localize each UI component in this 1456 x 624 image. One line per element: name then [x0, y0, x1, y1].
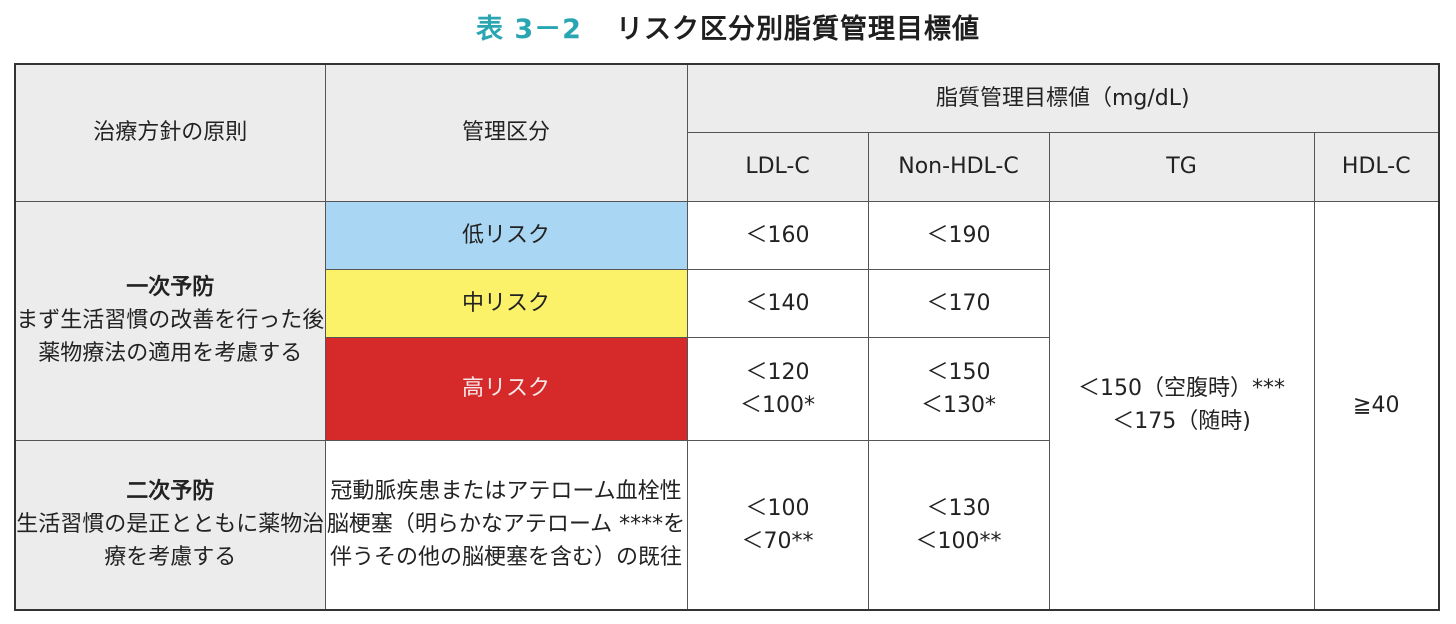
principle-secondary: 二次予防 生活習慣の是正とともに薬物治療を考慮する [14, 439, 326, 611]
nonhdl-high: ＜150 ＜130* [867, 336, 1050, 441]
header-lipid-targets: 脂質管理目標値（mg/dL) [686, 63, 1440, 133]
ldl-mid: ＜140 [686, 268, 869, 338]
table-caption: 表 3－2 リスク区分別脂質管理目標値 [0, 6, 1456, 46]
header-row-1: 治療方針の原則 管理区分 脂質管理目標値（mg/dL) [14, 63, 1440, 202]
principle-secondary-desc: 生活習慣の是正とともに薬物治療を考慮する [16, 512, 325, 571]
lipid-target-table: 治療方針の原則 管理区分 脂質管理目標値（mg/dL) LDL-C Non-HD… [14, 63, 1440, 611]
header-nonhdl: Non-HDL-C [867, 131, 1050, 202]
nonhdl-high-1: ＜150 [926, 359, 991, 385]
principle-primary: 一次予防 まず生活習慣の改善を行った後薬物療法の適用を考慮する [14, 200, 326, 441]
principle-secondary-title: 二次予防 [126, 479, 215, 505]
nonhdl-low: ＜190 [867, 200, 1050, 270]
header-row-2: LDL-C Non-HDL-C TG HDL-C [15, 131, 1440, 202]
row-low-risk: 一次予防 まず生活習慣の改善を行った後薬物療法の適用を考慮する 低リスク ＜16… [14, 200, 1440, 611]
nonhdl-sec-1: ＜130 [926, 495, 991, 521]
header-hdl: HDL-C [1313, 131, 1440, 202]
tg-target: ＜150（空腹時）*** ＜175（随時) [1048, 200, 1315, 611]
ldl-high-1: ＜120 [745, 359, 810, 385]
ldl-low: ＜160 [686, 200, 869, 270]
hdl-target: ≧40 [1313, 200, 1440, 611]
tg-fasting: ＜150（空腹時）*** [1078, 376, 1285, 402]
table-title: リスク区分別脂質管理目標値 [615, 13, 980, 45]
ldl-secondary: ＜100 ＜70** [686, 439, 869, 611]
category-mid-risk: 中リスク [324, 268, 688, 338]
ldl-high-2: ＜100* [740, 392, 815, 418]
nonhdl-mid: ＜170 [867, 268, 1050, 338]
header-ldl: LDL-C [686, 131, 869, 202]
ldl-high: ＜120 ＜100* [686, 336, 869, 441]
principle-primary-title: 一次予防 [126, 275, 215, 300]
category-secondary: 冠動脈疾患またはアテローム血栓性脳梗塞（明らかなアテローム ****を伴うその他… [324, 439, 688, 611]
table-number: 表 3－2 [476, 13, 582, 45]
category-high-risk: 高リスク [324, 336, 688, 441]
ldl-sec-2: ＜70** [741, 528, 814, 554]
category-low-risk: 低リスク [324, 200, 688, 270]
nonhdl-sec-2: ＜100** [915, 528, 1002, 554]
row-mid-risk: 中リスク ＜140 ＜170 [15, 268, 1439, 338]
ldl-sec-1: ＜100 [745, 495, 810, 521]
nonhdl-high-2: ＜130* [921, 392, 996, 418]
header-category: 管理区分 [324, 63, 688, 202]
principle-primary-desc: まず生活習慣の改善を行った後薬物療法の適用を考慮する [16, 308, 325, 366]
nonhdl-secondary: ＜130 ＜100** [867, 439, 1050, 611]
row-high-risk: 高リスク ＜120 ＜100* ＜150 ＜130* [15, 336, 1439, 441]
header-tg: TG [1048, 131, 1315, 202]
row-secondary: 二次予防 生活習慣の是正とともに薬物治療を考慮する 冠動脈疾患またはアテローム血… [14, 439, 1439, 611]
header-principle: 治療方針の原則 [14, 63, 326, 202]
tg-random: ＜175（随時) [1112, 409, 1251, 435]
